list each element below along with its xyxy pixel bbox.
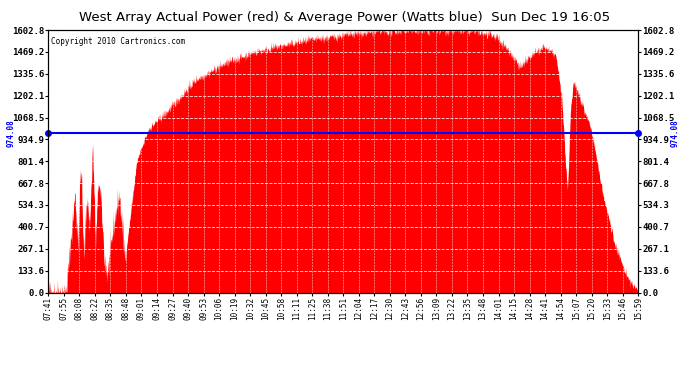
Text: Copyright 2010 Cartronics.com: Copyright 2010 Cartronics.com xyxy=(51,37,186,46)
Text: 974.08: 974.08 xyxy=(7,119,16,147)
Text: West Array Actual Power (red) & Average Power (Watts blue)  Sun Dec 19 16:05: West Array Actual Power (red) & Average … xyxy=(79,11,611,24)
Text: 974.08: 974.08 xyxy=(671,119,680,147)
